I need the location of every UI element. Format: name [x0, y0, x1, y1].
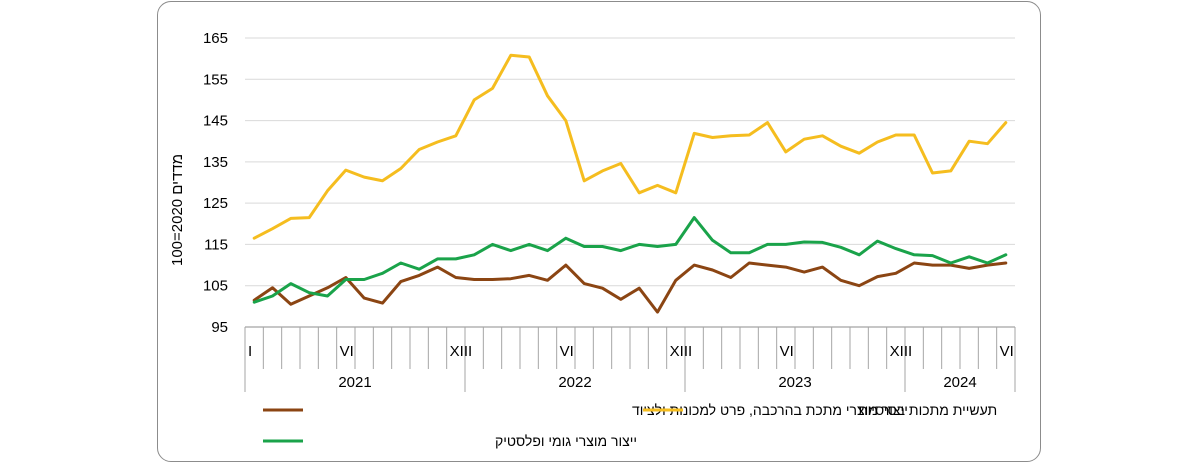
month-label: XII — [450, 343, 468, 360]
y-tick-label: 125 — [203, 195, 228, 212]
y-tick-label: 165 — [203, 30, 228, 47]
month-label: VI — [1000, 343, 1014, 360]
month-label: VI — [560, 343, 574, 360]
y-tick-label: 95 — [211, 319, 228, 336]
y-tick-label: 145 — [203, 113, 228, 130]
month-label: I — [908, 343, 912, 360]
y-axis-label: מדדים 2020=100 — [169, 154, 186, 266]
legend-label: תעשיית מתכות בסיסיות — [858, 402, 997, 418]
month-label: XII — [670, 343, 688, 360]
y-axis-ticks: 95 105 115 125 135 145 155 165 — [203, 30, 228, 336]
y-tick-label: 155 — [203, 71, 228, 88]
year-label: 2024 — [943, 374, 976, 391]
series-lines — [252, 53, 1008, 314]
month-label: I — [468, 343, 472, 360]
month-label: I — [248, 343, 252, 360]
year-label: 2023 — [778, 374, 811, 391]
chart-frame — [157, 1, 1041, 462]
year-label: 2021 — [338, 374, 371, 391]
y-tick-label: 115 — [204, 236, 228, 253]
legend-label: ייצור מוצרי גומי ופלסטיק — [495, 433, 637, 449]
month-label: I — [688, 343, 692, 360]
month-label: VI — [780, 343, 794, 360]
series-line — [252, 261, 1008, 314]
series-line — [252, 216, 1008, 304]
legend: ייצור מוצרי מתכת בהרכבה, פרט למכונות ולצ… — [263, 402, 997, 449]
series-line — [252, 53, 1008, 240]
year-label: 2022 — [558, 374, 591, 391]
y-tick-label: 135 — [203, 154, 228, 171]
month-label: XII — [890, 343, 908, 360]
y-tick-label: 105 — [203, 278, 228, 295]
month-label: VI — [340, 343, 354, 360]
legend-label: ייצור מוצרי מתכת בהרכבה, פרט למכונות ולצ… — [632, 402, 908, 418]
